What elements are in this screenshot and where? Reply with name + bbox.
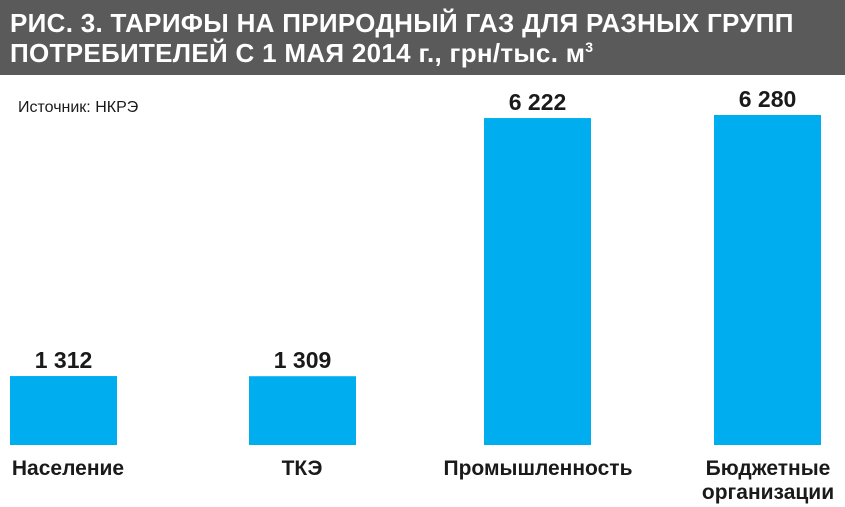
chart-title-superscript: 3 — [585, 39, 594, 55]
bar-3 — [484, 118, 591, 446]
category-label-3: Промышленность — [444, 457, 633, 480]
bar-2 — [249, 376, 356, 445]
category-label-4-line-1: Бюджетные — [706, 457, 831, 480]
category-label-2: ТКЭ — [282, 457, 323, 480]
bar-value-label-4: 6 280 — [739, 86, 797, 112]
chart-title-line-1: РИС. 3. ТАРИФЫ НА ПРИРОДНЫЙ ГАЗ ДЛЯ РАЗН… — [10, 8, 794, 38]
bar-1 — [10, 376, 117, 445]
bar-4 — [714, 115, 821, 445]
bar-value-label-3: 6 222 — [509, 89, 567, 115]
chart-title-banner: РИС. 3. ТАРИФЫ НА ПРИРОДНЫЙ ГАЗ ДЛЯ РАЗН… — [0, 0, 845, 75]
bar-value-label-2: 1 309 — [274, 347, 332, 373]
source-note: Источник: НКРЭ — [18, 99, 139, 116]
chart-title-line-2-text: ПОТРЕБИТЕЛЕЙ С 1 МАЯ 2014 г., грн/тыс. м — [10, 38, 586, 68]
chart-title-line-2: ПОТРЕБИТЕЛЕЙ С 1 МАЯ 2014 г., грн/тыс. м… — [10, 38, 845, 68]
bar-value-label-1: 1 312 — [35, 347, 93, 373]
category-label-4-line-2: организации — [702, 481, 834, 504]
category-label-1: Население — [12, 457, 124, 480]
